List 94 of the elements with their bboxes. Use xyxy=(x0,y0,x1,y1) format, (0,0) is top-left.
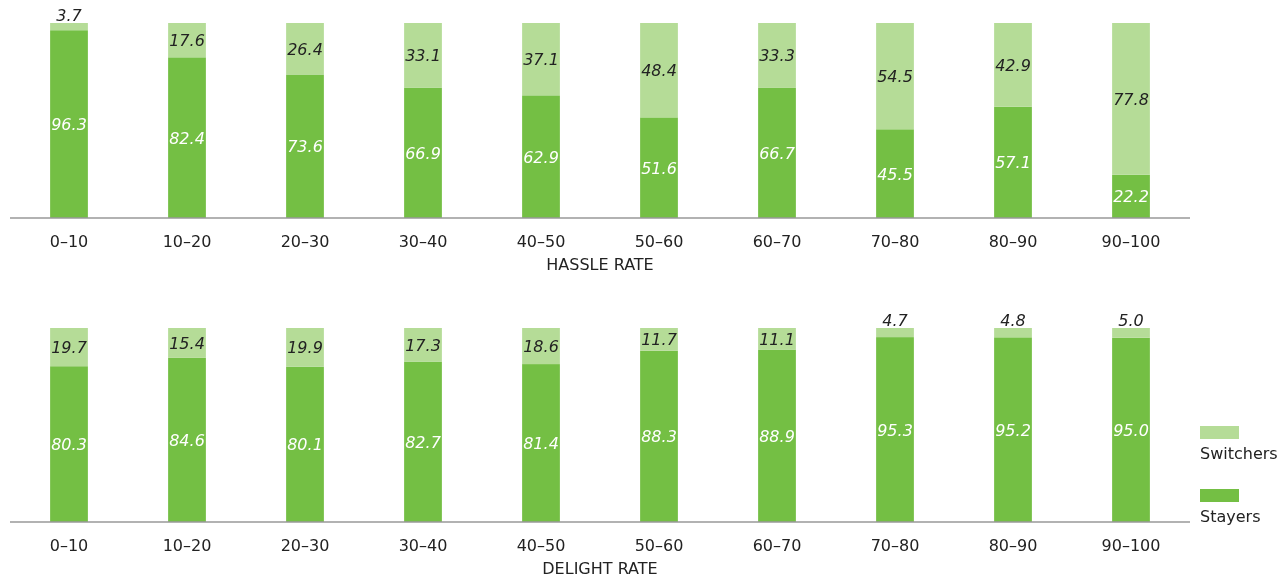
data-label: 48.4 xyxy=(641,61,677,81)
data-label: 15.4 xyxy=(169,333,205,353)
x-tick-label: 40–50 xyxy=(516,232,566,251)
data-label: 82.4 xyxy=(169,128,205,148)
bar xyxy=(50,23,88,31)
data-label: 4.7 xyxy=(882,311,909,330)
legend-label: Stayers xyxy=(1200,507,1261,526)
data-label: 66.9 xyxy=(405,143,441,163)
data-label: 19.9 xyxy=(287,338,323,358)
x-tick-label: 50–60 xyxy=(634,232,684,251)
bar xyxy=(522,95,560,218)
bar xyxy=(876,337,914,522)
x-tick-label: 10–20 xyxy=(162,536,212,555)
bar xyxy=(1112,23,1150,175)
data-label: 11.1 xyxy=(759,329,795,349)
x-tick-label: 10–20 xyxy=(162,232,212,251)
legend-label: Switchers xyxy=(1200,444,1278,463)
bar xyxy=(640,117,678,218)
bar xyxy=(404,23,442,88)
data-label: 82.7 xyxy=(405,432,442,452)
x-tick-label: 60–70 xyxy=(752,232,802,251)
bar xyxy=(50,366,88,522)
bar xyxy=(286,74,324,218)
bar xyxy=(50,30,88,218)
data-label: 17.6 xyxy=(169,31,205,51)
data-label: 19.7 xyxy=(51,338,88,358)
data-label: 80.3 xyxy=(51,435,87,455)
bar xyxy=(994,23,1032,107)
data-label: 81.4 xyxy=(523,434,559,454)
x-tick-label: 20–30 xyxy=(280,536,330,555)
bar xyxy=(168,57,206,218)
bar xyxy=(994,328,1032,338)
data-label: 3.7 xyxy=(56,6,83,25)
x-axis-title: DELIGHT RATE xyxy=(542,559,658,578)
x-tick-label: 90–100 xyxy=(1101,536,1161,555)
x-tick-label: 80–90 xyxy=(988,232,1038,251)
bar xyxy=(994,337,1032,522)
data-label: 95.3 xyxy=(877,420,913,440)
data-label: 95.0 xyxy=(1113,420,1149,440)
data-label: 66.7 xyxy=(759,143,796,163)
data-label: 96.3 xyxy=(51,115,87,135)
data-label: 26.4 xyxy=(287,39,323,59)
bar xyxy=(994,106,1032,218)
data-label: 37.1 xyxy=(523,50,559,70)
bar xyxy=(876,23,914,130)
bar xyxy=(404,87,442,218)
x-tick-label: 70–80 xyxy=(870,536,920,555)
x-tick-label: 40–50 xyxy=(516,536,566,555)
bar xyxy=(640,23,678,118)
data-label: 88.3 xyxy=(641,427,677,447)
bar xyxy=(404,361,442,522)
x-axis-title: HASSLE RATE xyxy=(546,255,654,274)
data-label: 77.8 xyxy=(1113,89,1149,109)
bar xyxy=(1112,328,1150,338)
bar xyxy=(168,357,206,522)
data-label: 5.0 xyxy=(1118,311,1144,330)
bar xyxy=(640,350,678,522)
x-tick-label: 0–10 xyxy=(49,232,89,251)
bar xyxy=(522,364,560,522)
data-label: 17.3 xyxy=(405,335,441,355)
x-tick-label: 20–30 xyxy=(280,232,330,251)
data-label: 95.2 xyxy=(995,420,1031,440)
x-tick-label: 30–40 xyxy=(398,536,448,555)
bar xyxy=(876,328,914,338)
data-label: 54.5 xyxy=(877,67,913,87)
bar xyxy=(758,87,796,218)
data-label: 18.6 xyxy=(523,337,559,357)
x-tick-label: 70–80 xyxy=(870,232,920,251)
data-label: 51.6 xyxy=(641,158,677,178)
bar xyxy=(876,129,914,218)
bar xyxy=(522,23,560,96)
data-label: 22.2 xyxy=(1113,187,1149,207)
data-label: 80.1 xyxy=(287,435,323,455)
x-tick-label: 90–100 xyxy=(1101,232,1161,251)
data-label: 11.7 xyxy=(641,330,678,350)
x-tick-label: 80–90 xyxy=(988,536,1038,555)
data-label: 45.5 xyxy=(877,164,913,184)
x-tick-label: 30–40 xyxy=(398,232,448,251)
x-tick-label: 50–60 xyxy=(634,536,684,555)
data-label: 33.1 xyxy=(405,46,441,66)
data-label: 4.8 xyxy=(1000,311,1026,330)
bar xyxy=(758,23,796,88)
data-label: 84.6 xyxy=(169,430,205,450)
data-label: 88.9 xyxy=(759,426,795,446)
data-label: 62.9 xyxy=(523,147,559,167)
x-tick-label: 0–10 xyxy=(49,536,89,555)
x-tick-label: 60–70 xyxy=(752,536,802,555)
data-label: 57.1 xyxy=(995,153,1031,173)
data-label: 73.6 xyxy=(287,137,323,157)
data-label: 33.3 xyxy=(759,46,795,66)
bar xyxy=(758,349,796,522)
bar xyxy=(1112,337,1150,522)
data-label: 42.9 xyxy=(995,55,1031,75)
bar xyxy=(286,366,324,522)
